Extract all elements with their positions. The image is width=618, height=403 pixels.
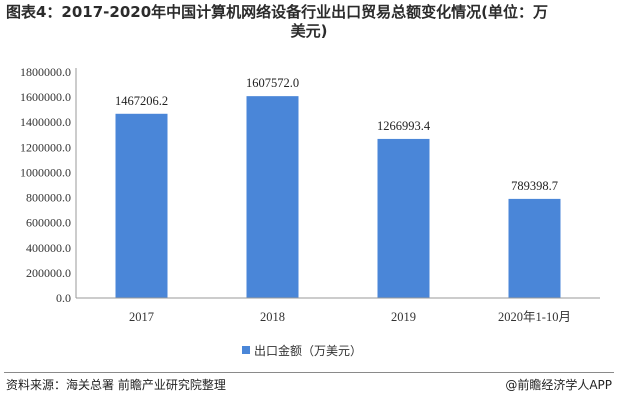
data-label: 789398.7 [511,179,558,193]
brand-at-symbol: @ [505,378,518,392]
x-axis: 2017 2018 2019 2020年1-10月 [76,297,600,324]
chart-title-line2: 美元) [290,22,328,40]
legend: 出口金额（万美元） [242,343,362,358]
y-tick-label: 400000.0 [26,241,71,255]
bar-2017 [115,113,168,298]
y-tick-label: 1200000.0 [20,140,71,154]
y-tick-label: 200000.0 [26,266,71,280]
value-labels: 1467206.2 1607572.0 1266993.4 789398.7 [115,76,558,193]
source-note: 资料来源：海关总署 前瞻产业研究院整理 [6,378,226,392]
y-tick-label: 1800000.0 [20,65,71,79]
chart-title: 图表4：2017-2020年中国计算机网络设备行业出口贸易总额变化情况(单位：万… [6,3,612,41]
brand-name: 前瞻经济学人APP [517,378,612,392]
x-tick-label: 2018 [260,310,285,324]
x-tick-label: 2017 [129,310,154,324]
bar-chart: 0.0 200000.0 400000.0 600000.0 800000.0 10000… [20,65,600,358]
bar-2019 [377,138,430,298]
y-tick-label: 1600000.0 [20,90,71,104]
footer-divider [4,372,614,373]
y-tick-label: 0.0 [56,291,71,305]
footer: 资料来源：海关总署 前瞻产业研究院整理 @前瞻经济学人APP [0,372,618,403]
data-label: 1467206.2 [115,94,168,108]
data-label: 1266993.4 [377,119,431,133]
y-tick-label: 600000.0 [26,216,71,230]
y-tick-label: 1000000.0 [20,165,71,179]
x-tick-label: 2020年1-10月 [498,310,571,324]
bars [115,96,561,299]
bar-2018 [246,96,299,299]
bar-2020年1-10月 [508,198,561,298]
data-label: 1607572.0 [246,76,299,90]
x-tick-label: 2019 [391,310,416,324]
legend-swatch [242,346,250,354]
y-tick-label: 800000.0 [26,191,71,205]
brand-credit: @前瞻经济学人APP [505,376,612,393]
legend-label: 出口金额（万美元） [254,343,362,358]
chart-title-line1: 图表4：2017-2020年中国计算机网络设备行业出口贸易总额变化情况(单位：万 [6,3,549,21]
y-tick-label: 1400000.0 [20,115,71,129]
y-axis: 0.0 200000.0 400000.0 600000.0 800000.0 10000… [20,65,77,305]
